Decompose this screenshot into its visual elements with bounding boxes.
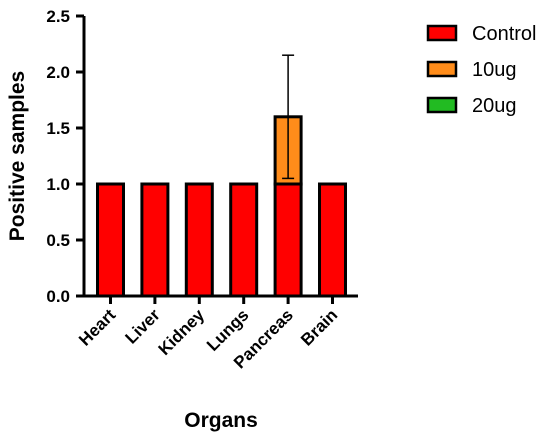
y-tick-label: 0.0	[46, 287, 70, 306]
y-tick-label: 0.5	[46, 231, 70, 250]
x-tick-label-heart: Heart	[75, 305, 119, 349]
x-tick-label-kidney: Kidney	[155, 305, 209, 359]
bars-group	[96, 115, 347, 298]
y-ticks-group: 0.0 0.5 1.0 1.5 2.0 2.5	[46, 7, 84, 306]
bar-control-brain	[318, 182, 347, 298]
error-bars-group	[282, 54, 295, 180]
bar-control-heart	[96, 182, 125, 298]
y-tick-label: 1.0	[46, 175, 70, 194]
legend-swatch-control	[426, 24, 458, 42]
legend: Control 10ug 20ug	[426, 23, 536, 117]
y-axis-title: Positive samples	[6, 71, 29, 241]
bar-control-kidney	[184, 182, 214, 298]
bar-control-pancreas	[273, 182, 303, 298]
y-tick-label: 1.5	[46, 119, 70, 138]
y-tick-label: 2.0	[46, 63, 70, 82]
legend-label-control: Control	[472, 23, 536, 45]
axes-group	[82, 16, 358, 298]
legend-label-20ug: 20ug	[472, 95, 517, 117]
legend-label-10ug: 10ug	[472, 59, 517, 81]
bar-control-lungs	[229, 182, 259, 298]
x-axis-title: Organs	[184, 409, 258, 432]
legend-swatch-20ug	[426, 96, 458, 114]
y-tick-label: 2.5	[46, 7, 70, 26]
x-tick-label-brain: Brain	[297, 305, 341, 349]
legend-swatch-10ug	[426, 60, 458, 78]
bar-control-liver	[140, 182, 170, 298]
